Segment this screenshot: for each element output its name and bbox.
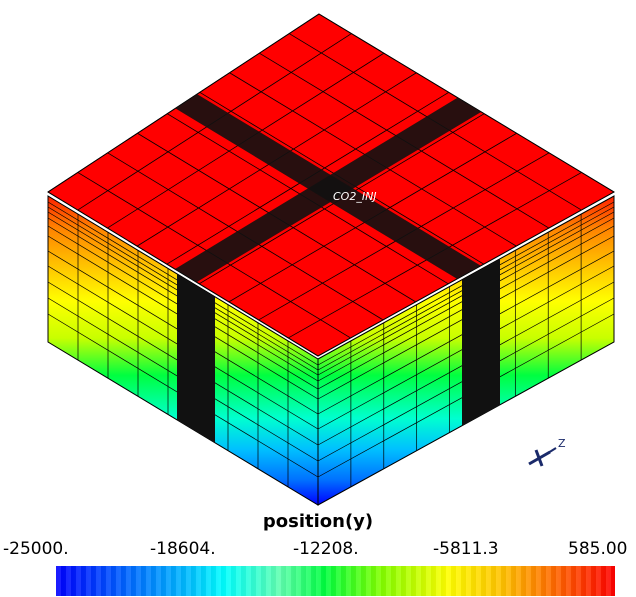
well-label-co2-inj: CO2_INJ [333,190,377,203]
colorbar-tick-4: -5811.3 [433,539,499,559]
colorbar-tick-min: -25000. [3,539,69,559]
colorbar [56,566,615,596]
colorbar-title: position(y) [262,511,374,532]
orientation-axes-icon[interactable]: Z [526,434,576,470]
colorbar-tick-3: -12208. [293,539,359,559]
colorbar-tick-max: 585.00 [568,539,628,559]
colorbar-tick-2: -18604. [150,539,216,559]
axis-z-label: Z [558,437,566,450]
colorbar-steps [56,566,615,596]
well-bands [174,94,500,443]
